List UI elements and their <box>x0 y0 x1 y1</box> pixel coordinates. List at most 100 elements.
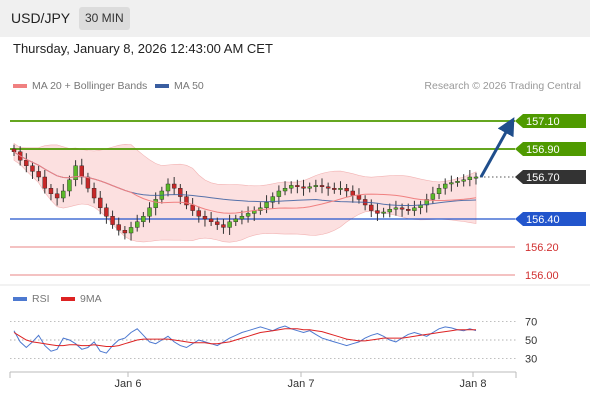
legend-ma20: MA 20 + Bollinger Bands <box>13 80 147 92</box>
candle-body <box>215 221 220 225</box>
candle-body <box>24 159 29 166</box>
candle-body <box>73 165 78 181</box>
timeframe-button[interactable]: 30 MIN <box>79 7 130 30</box>
candle-body <box>295 185 300 187</box>
candle-body <box>79 165 84 178</box>
candle-body <box>338 187 343 190</box>
x-tick-label: Jan 7 <box>288 378 315 390</box>
rsi-tick-label: 30 <box>525 354 537 366</box>
support-label: 156.20 <box>525 242 559 254</box>
legend-ma20-label: MA 20 + Bollinger Bands <box>32 80 148 92</box>
legend-9ma-label: 9MA <box>80 293 102 305</box>
current-price-box <box>515 170 586 184</box>
support-label-box <box>515 212 586 226</box>
candle-body <box>110 215 115 225</box>
candle-body <box>455 180 460 183</box>
candle-body <box>424 199 429 206</box>
symbol-title: USD/JPY <box>11 10 71 26</box>
candle-body <box>325 186 331 189</box>
current-price-label: 156.70 <box>526 172 560 184</box>
x-tick-label: Jan 8 <box>460 378 487 390</box>
candle-body <box>436 187 442 194</box>
candle-body <box>128 227 134 234</box>
candle-body <box>332 187 337 190</box>
chart-datetime: Thursday, January 8, 2026 12:43:00 AM CE… <box>13 41 273 56</box>
candle-body <box>369 204 374 211</box>
candle-body <box>307 186 312 189</box>
ma20-swatch <box>13 84 27 89</box>
candle-body <box>319 185 325 187</box>
candle-body <box>270 196 275 203</box>
ma50-swatch <box>155 84 169 89</box>
candle-body <box>387 208 392 213</box>
candle-body <box>196 210 202 217</box>
forecast-arrow <box>479 117 515 178</box>
candle-body <box>449 182 454 185</box>
candle-body <box>227 221 232 228</box>
candle-body <box>264 201 269 208</box>
candle-body <box>91 187 97 199</box>
candle-body <box>276 190 282 197</box>
header-bar: USD/JPY 30 MIN <box>0 0 590 37</box>
candle-body <box>406 208 411 211</box>
support-label: 156.40 <box>526 214 560 226</box>
legend-ma50: MA 50 <box>155 80 204 92</box>
resistance-label-box <box>515 114 586 128</box>
candle-body <box>233 218 238 222</box>
candle-body <box>141 215 146 222</box>
rsi-line <box>13 325 477 354</box>
candle-body <box>221 224 226 228</box>
rsi-swatch <box>13 297 27 302</box>
candle-body <box>467 176 473 180</box>
candle-body <box>134 221 140 228</box>
rsi-9ma-line <box>13 328 476 347</box>
candle-body <box>239 215 245 220</box>
candle-body <box>11 148 17 152</box>
resistance-label-box <box>515 142 586 156</box>
candle-body <box>381 211 386 214</box>
candle-body <box>147 207 152 217</box>
candle-body <box>443 183 448 189</box>
resistance-label: 156.90 <box>526 144 560 156</box>
rsi-tick-label: 50 <box>525 335 537 347</box>
ma20-line <box>13 151 477 214</box>
candle-body <box>245 213 251 217</box>
support-label: 156.00 <box>525 270 559 282</box>
candle-body <box>30 165 35 172</box>
bollinger-band <box>13 142 477 243</box>
candle-body <box>202 215 208 220</box>
candle-body <box>122 229 128 234</box>
candle-body <box>301 186 306 189</box>
candle-body <box>171 183 177 189</box>
candle-body <box>473 176 479 179</box>
candle-body <box>42 176 47 189</box>
candle-body <box>184 196 189 206</box>
legend-rsi-label: RSI <box>32 293 50 305</box>
candle-body <box>461 179 466 182</box>
candle-body <box>61 190 66 199</box>
candle-body <box>85 176 91 189</box>
candle-body <box>165 183 171 192</box>
x-tick-label: Jan 6 <box>115 378 142 390</box>
legend-9ma: 9MA <box>61 293 102 305</box>
candle-body <box>67 179 72 192</box>
candle-body <box>116 224 121 231</box>
candle-body <box>54 193 60 199</box>
candle-body <box>208 218 214 222</box>
candle-body <box>190 204 195 211</box>
rsi-tick-label: 70 <box>525 316 537 328</box>
candle-body <box>36 171 41 178</box>
research-credit: Research © 2026 Trading Central <box>424 80 581 92</box>
candle-body <box>399 207 405 210</box>
legend-ma50-label: MA 50 <box>174 80 204 92</box>
candle-body <box>282 187 288 192</box>
candle-body <box>48 187 54 194</box>
candle-body <box>393 207 399 210</box>
candle-body <box>289 185 294 189</box>
candle-body <box>98 197 103 209</box>
candle-body <box>350 190 355 196</box>
candle-body <box>153 199 158 208</box>
legend-rsi: RSI <box>13 293 50 305</box>
candle-body <box>412 207 417 211</box>
